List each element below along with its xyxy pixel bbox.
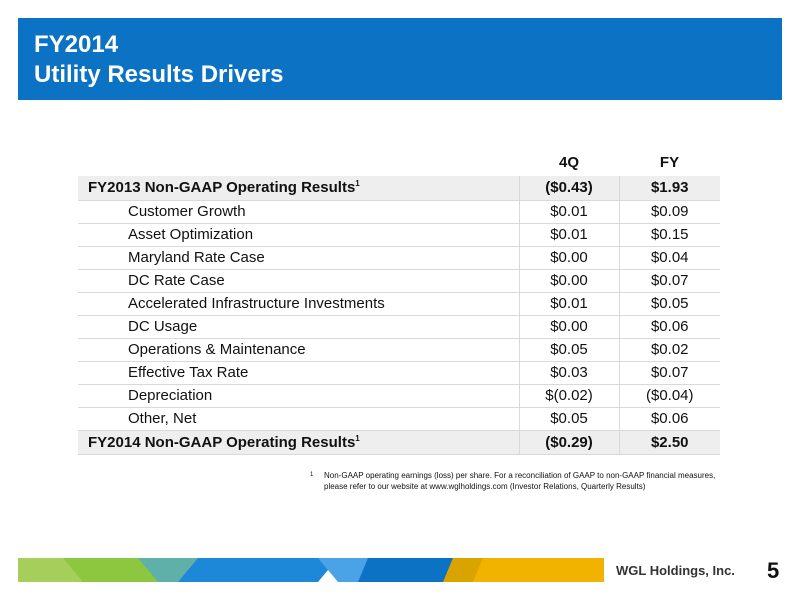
table-row: DC Rate Case $0.00 $0.07: [78, 269, 720, 293]
table-row: Depreciation $(0.02) ($0.04): [78, 384, 720, 408]
footnote-number: 1: [310, 472, 314, 478]
footnote-mark: 1: [355, 433, 360, 443]
row-label: Maryland Rate Case: [78, 246, 519, 270]
table-row-fy2014-total: FY2014 Non-GAAP Operating Results1 ($0.2…: [78, 430, 720, 455]
row-value-fy: $0.06: [618, 407, 720, 431]
table-row: Accelerated Infrastructure Investments $…: [78, 292, 720, 316]
slide-title-subtitle: Utility Results Drivers: [34, 61, 284, 88]
row-value-4q: $0.05: [518, 338, 619, 362]
footer-color-stripe: [18, 558, 604, 582]
row-value-fy: $0.06: [618, 315, 720, 339]
slide-title-bar: FY2014 Utility Results Drivers: [18, 18, 782, 100]
table-header-row: 4Q FY: [78, 148, 720, 176]
table-row: Effective Tax Rate $0.03 $0.07: [78, 361, 720, 385]
header-fy: FY: [659, 153, 680, 171]
row-label: Operations & Maintenance: [78, 338, 519, 362]
row-value-fy: $0.07: [618, 361, 720, 385]
page-number: 5: [767, 558, 780, 583]
results-drivers-table: 4Q FY FY2013 Non-GAAP Operating Results1…: [78, 148, 720, 455]
row-value-4q: $0.00: [518, 246, 619, 270]
header-label-cell: [78, 148, 519, 176]
row-label: FY2014 Non-GAAP Operating Results1: [78, 430, 519, 455]
table-row: Other, Net $0.05 $0.06: [78, 407, 720, 431]
row-value-4q: $0.01: [518, 200, 619, 224]
row-label: DC Usage: [78, 315, 519, 339]
row-label: Asset Optimization: [78, 223, 519, 247]
row-value-4q: $0.00: [518, 315, 619, 339]
results-drivers-table-container: 4Q FY FY2013 Non-GAAP Operating Results1…: [78, 148, 720, 455]
row-value-fy: $1.93: [618, 176, 720, 201]
row-value-fy: $0.04: [618, 246, 720, 270]
row-label: Accelerated Infrastructure Investments: [78, 292, 519, 316]
table-row: Maryland Rate Case $0.00 $0.04: [78, 246, 720, 270]
row-value-fy: ($0.04): [618, 384, 720, 408]
table-row: Operations & Maintenance $0.05 $0.02: [78, 338, 720, 362]
row-value-fy: $0.15: [618, 223, 720, 247]
row-label: Customer Growth: [78, 200, 519, 224]
row-value-fy: $0.09: [618, 200, 720, 224]
table-row: Customer Growth $0.01 $0.09: [78, 200, 720, 224]
row-value-4q: $0.00: [518, 269, 619, 293]
table-row-fy2013-total: FY2013 Non-GAAP Operating Results1 ($0.4…: [78, 176, 720, 201]
row-value-4q: ($0.29): [518, 430, 619, 455]
footnote: 1 Non-GAAP operating earnings (loss) per…: [310, 470, 730, 492]
row-label: DC Rate Case: [78, 269, 519, 293]
row-label: Effective Tax Rate: [78, 361, 519, 385]
row-value-fy: $0.02: [618, 338, 720, 362]
row-value-4q: $0.03: [518, 361, 619, 385]
table-row: DC Usage $0.00 $0.06: [78, 315, 720, 339]
company-name: WGL Holdings, Inc.: [616, 563, 735, 578]
row-label: Other, Net: [78, 407, 519, 431]
row-label: FY2013 Non-GAAP Operating Results1: [78, 176, 519, 201]
row-value-fy: $0.05: [618, 292, 720, 316]
header-4q: 4Q: [558, 153, 579, 171]
row-value-fy: $0.07: [618, 269, 720, 293]
row-value-4q: $0.05: [518, 407, 619, 431]
row-value-4q: $0.01: [518, 292, 619, 316]
row-value-4q: $(0.02): [518, 384, 619, 408]
row-value-4q: $0.01: [518, 223, 619, 247]
row-label: Depreciation: [78, 384, 519, 408]
row-value-4q: ($0.43): [518, 176, 619, 201]
footnote-mark: 1: [355, 179, 360, 189]
row-value-fy: $2.50: [618, 430, 720, 455]
slide-title-year: FY2014: [34, 31, 119, 58]
table-row: Asset Optimization $0.01 $0.15: [78, 223, 720, 247]
footnote-text: Non-GAAP operating earnings (loss) per s…: [324, 471, 716, 491]
